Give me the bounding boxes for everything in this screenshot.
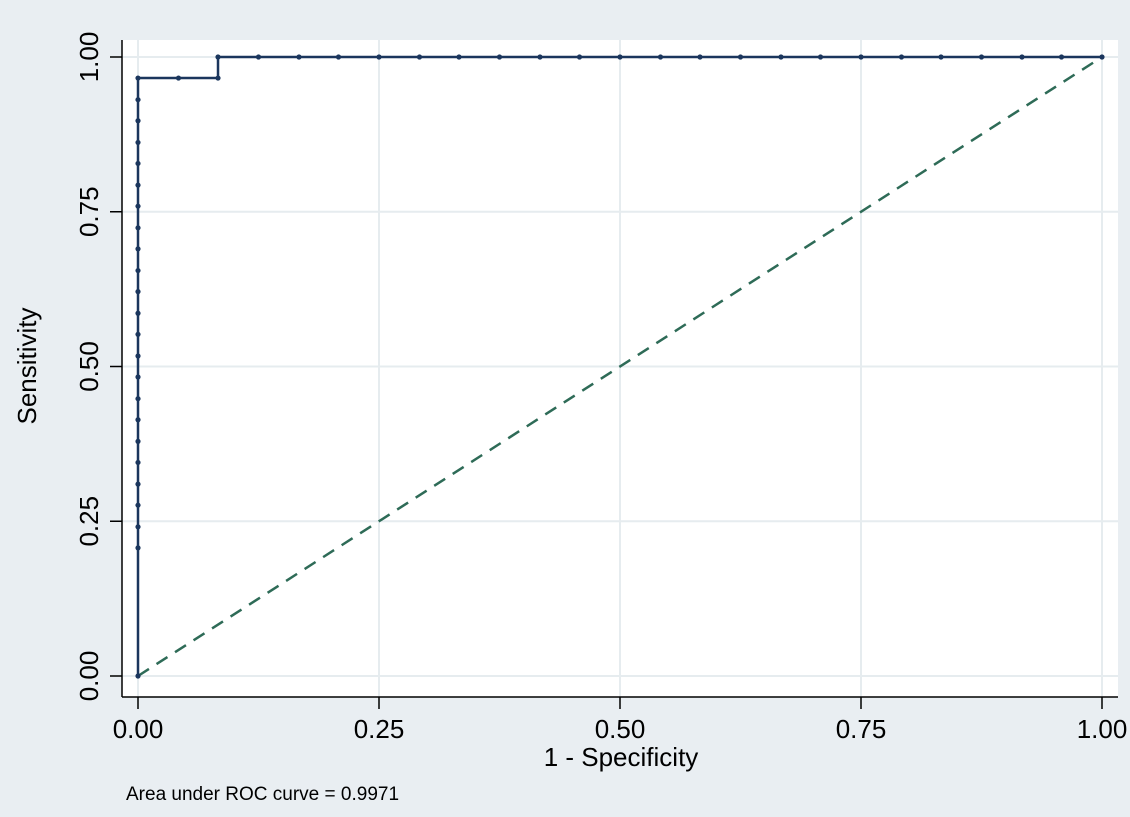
roc-point bbox=[135, 139, 141, 146]
roc-point bbox=[416, 54, 423, 60]
roc-point bbox=[858, 54, 864, 60]
roc-point bbox=[135, 481, 141, 487]
roc-point bbox=[135, 225, 141, 231]
roc-point bbox=[778, 54, 784, 60]
roc-point bbox=[135, 267, 141, 274]
x-tick-label: 1.00 bbox=[1077, 714, 1128, 744]
roc-point bbox=[737, 54, 744, 60]
roc-point bbox=[135, 374, 141, 380]
auc-annotation: Area under ROC curve = 0.9971 bbox=[126, 784, 399, 805]
roc-point bbox=[255, 54, 262, 60]
y-axis-label: Sensitivity bbox=[12, 307, 42, 424]
roc-point bbox=[135, 75, 141, 81]
roc-point bbox=[978, 54, 985, 60]
roc-point bbox=[697, 54, 703, 60]
roc-point bbox=[135, 182, 141, 188]
roc-point bbox=[135, 118, 141, 124]
roc-point bbox=[456, 54, 462, 60]
roc-point bbox=[376, 54, 382, 60]
roc-point bbox=[938, 54, 944, 60]
reference-line bbox=[137, 55, 1103, 678]
roc-point bbox=[135, 289, 141, 295]
roc-point bbox=[135, 673, 141, 679]
x-tick-labels: 0.00 0.25 0.50 0.75 1.00 bbox=[113, 714, 1128, 744]
roc-point bbox=[537, 54, 543, 60]
roc-point bbox=[1019, 54, 1025, 60]
roc-point bbox=[135, 396, 141, 402]
roc-point bbox=[215, 75, 221, 81]
roc-point bbox=[135, 246, 141, 252]
y-tick-label: 0.50 bbox=[74, 341, 104, 392]
y-tick-label: 1.00 bbox=[74, 32, 104, 83]
axes bbox=[110, 40, 1118, 709]
roc-point bbox=[135, 203, 141, 209]
x-tick-label: 0.00 bbox=[113, 714, 164, 744]
reference-line-layer bbox=[137, 55, 1103, 678]
roc-point bbox=[135, 160, 141, 167]
roc-point bbox=[135, 310, 141, 316]
roc-point bbox=[617, 54, 623, 60]
roc-point bbox=[135, 97, 141, 103]
roc-point bbox=[135, 502, 141, 508]
roc-point bbox=[135, 331, 141, 337]
roc-curve-layer bbox=[135, 54, 1105, 679]
roc-point bbox=[175, 75, 182, 81]
y-tick-label: 0.75 bbox=[74, 186, 104, 237]
roc-point bbox=[496, 54, 503, 60]
roc-point bbox=[135, 417, 141, 423]
y-tick-label: 0.25 bbox=[74, 496, 104, 547]
roc-point bbox=[135, 353, 141, 359]
roc-point bbox=[1099, 54, 1105, 60]
y-tick-labels: 0.00 0.25 0.50 0.75 1.00 bbox=[74, 32, 104, 702]
x-tick-label: 0.50 bbox=[595, 714, 646, 744]
y-tick-label: 0.00 bbox=[74, 651, 104, 702]
roc-point bbox=[296, 54, 302, 60]
roc-point bbox=[135, 524, 141, 530]
roc-point bbox=[576, 54, 583, 60]
roc-point bbox=[215, 54, 221, 60]
x-tick-label: 0.75 bbox=[836, 714, 887, 744]
roc-point bbox=[817, 54, 824, 60]
roc-point bbox=[898, 54, 905, 60]
x-axis-label: 1 - Specificity bbox=[544, 742, 699, 772]
roc-point bbox=[335, 54, 342, 60]
roc-point bbox=[1058, 54, 1065, 60]
roc-point bbox=[135, 438, 141, 444]
roc-point bbox=[135, 459, 141, 466]
roc-point bbox=[657, 54, 664, 60]
x-tick-label: 0.25 bbox=[354, 714, 405, 744]
roc-point bbox=[135, 545, 141, 551]
